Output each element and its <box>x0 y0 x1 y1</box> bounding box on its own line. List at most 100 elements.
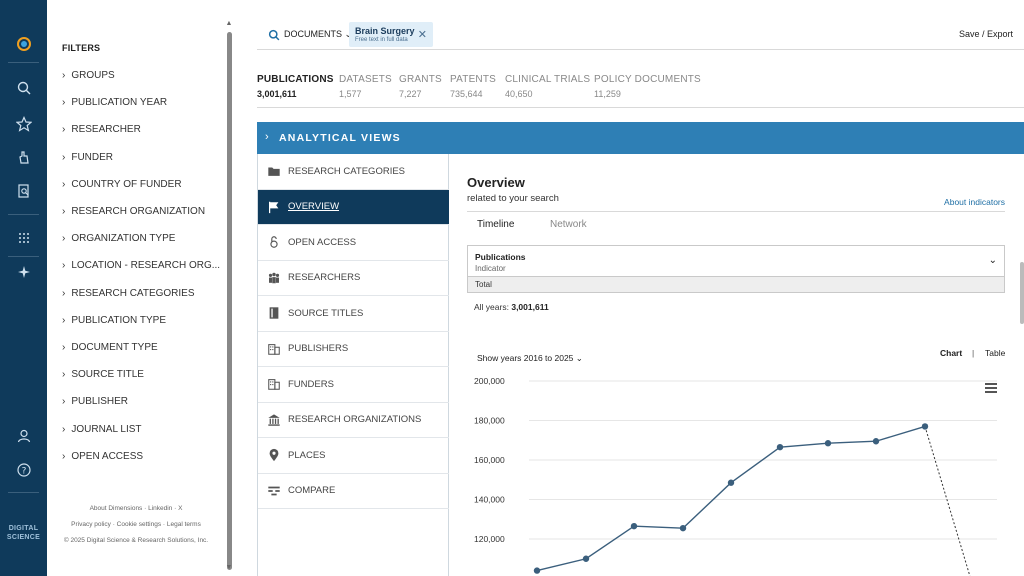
filter-item[interactable]: › PUBLISHER <box>62 396 128 407</box>
book-icon <box>260 306 288 320</box>
filter-label: SOURCE TITLE <box>71 369 144 381</box>
indicator-select[interactable]: Publications Indicator ⌄ <box>467 245 1005 277</box>
filter-label: ORGANIZATION TYPE <box>71 233 176 245</box>
help-icon[interactable]: ? <box>0 456 47 484</box>
category-count: 1,577 <box>339 89 362 99</box>
menu-item-open-access[interactable]: OPEN ACCESS <box>258 225 449 261</box>
menu-item-places[interactable]: PLACES <box>258 438 449 474</box>
filter-item[interactable]: › FUNDER <box>62 152 113 163</box>
filter-label: LOCATION - RESEARCH ORG... <box>71 260 221 272</box>
chevron-right-icon: › <box>62 206 66 217</box>
category-tab[interactable]: PUBLICATIONS 3,001,611 <box>257 74 334 99</box>
search-icon[interactable] <box>268 28 280 46</box>
apps-grid-icon[interactable] <box>0 224 47 252</box>
filter-item[interactable]: › RESEARCH ORGANIZATION <box>62 206 205 217</box>
star-icon[interactable] <box>0 110 47 138</box>
folder-icon <box>260 164 288 178</box>
menu-item-label: PLACES <box>288 449 326 461</box>
save-export-button[interactable]: Save / Export <box>958 29 1013 39</box>
chevron-right-icon: › <box>62 287 66 299</box>
category-tab[interactable]: DATASETS 1,577 <box>339 74 392 99</box>
menu-item-compare[interactable]: COMPARE <box>258 474 449 509</box>
footer-links-2[interactable]: Privacy policy · Cookie settings · Legal… <box>71 521 201 528</box>
year-range-dropdown[interactable]: Show years 2016 to 2025 ⌄ <box>477 353 583 363</box>
search-icon[interactable] <box>0 74 47 102</box>
filter-item[interactable]: › DOCUMENT TYPE <box>62 342 158 353</box>
chevron-right-icon: › <box>62 233 66 245</box>
scroll-down-icon[interactable]: ▼ <box>225 564 233 571</box>
filter-item[interactable]: › LOCATION - RESEARCH ORG... <box>62 260 220 271</box>
about-indicators-link[interactable]: About indicators <box>944 197 1005 207</box>
menu-item-publishers[interactable]: PUBLISHERS <box>258 332 449 367</box>
filter-label: RESEARCHER <box>71 124 141 136</box>
chevron-down-icon: ⌄ <box>988 255 997 266</box>
table-toggle[interactable]: Table <box>985 348 1006 358</box>
category-tab[interactable]: POLICY DOCUMENTS 11,259 <box>594 74 701 99</box>
filters-scrollbar[interactable]: ▲ ▼ <box>225 20 233 572</box>
filter-item[interactable]: › OPEN ACCESS <box>62 451 143 462</box>
filter-item[interactable]: › COUNTRY OF FUNDER <box>62 179 182 190</box>
menu-item-source-titles[interactable]: SOURCE TITLES <box>258 296 449 332</box>
menu-item-researchers[interactable]: RESEARCHERS <box>258 261 449 296</box>
chevron-right-icon: › <box>62 314 66 326</box>
chevron-right-icon: › <box>62 97 66 109</box>
category-label: POLICY DOCUMENTS <box>594 74 701 85</box>
scope-dropdown[interactable]: DOCUMENTS ⌄ <box>284 29 352 40</box>
data-point <box>679 524 687 532</box>
sparkle-icon[interactable] <box>0 258 47 286</box>
menu-item-research-organizations[interactable]: RESEARCH ORGANIZATIONS <box>258 403 449 438</box>
filter-label: RESEARCH CATEGORIES <box>71 287 195 299</box>
filter-label: DOCUMENT TYPE <box>71 342 158 353</box>
chart-toggle[interactable]: Chart <box>940 348 963 358</box>
filter-label: GROUPS <box>71 70 115 81</box>
menu-item-label: RESEARCHERS <box>288 272 361 284</box>
filter-item[interactable]: › RESEARCH CATEGORIES <box>62 288 195 299</box>
filter-label: FUNDER <box>71 151 114 163</box>
user-icon[interactable] <box>0 422 47 450</box>
hand-icon[interactable] <box>0 143 47 171</box>
chart-menu-icon[interactable] <box>985 383 997 395</box>
filter-label: RESEARCH ORGANIZATION <box>71 206 206 217</box>
category-tab[interactable]: CLINICAL TRIALS 40,650 <box>505 74 590 99</box>
series-line-projected <box>924 426 971 576</box>
menu-item-funders[interactable]: FUNDERS <box>258 367 449 403</box>
scroll-up-icon[interactable]: ▲ <box>225 20 233 27</box>
menu-item-overview[interactable]: OVERVIEW <box>258 189 449 225</box>
footer-links-1[interactable]: About Dimensions · Linkedin · X <box>89 505 183 512</box>
y-tick-label: 140,000 <box>474 495 505 505</box>
chevron-right-icon: › <box>62 260 66 272</box>
filter-item[interactable]: › PUBLICATION YEAR <box>62 97 167 108</box>
bank-icon <box>260 413 288 427</box>
filter-item[interactable]: › ORGANIZATION TYPE <box>62 233 175 244</box>
filter-item[interactable]: › JOURNAL LIST <box>62 424 142 435</box>
category-count: 3,001,611 <box>257 89 297 99</box>
category-label: GRANTS <box>399 74 442 85</box>
filter-item[interactable]: › PUBLICATION TYPE <box>62 315 166 326</box>
category-label: PUBLICATIONS <box>257 74 334 85</box>
close-icon[interactable]: ✕ <box>417 29 427 41</box>
filters-panel: FILTERS › GROUPS › PUBLICATION YEAR › RESEARC… <box>47 0 225 576</box>
filter-label: PUBLICATION YEAR <box>71 97 168 109</box>
lookup-icon[interactable] <box>0 177 47 205</box>
filter-item[interactable]: › RESEARCHER <box>62 124 141 135</box>
menu-item-label: FUNDERS <box>288 378 334 390</box>
overview-title: Overview <box>467 175 525 190</box>
total-option[interactable]: Total <box>467 277 1005 293</box>
menu-item-research-categories[interactable]: RESEARCH CATEGORIES <box>258 154 449 190</box>
overview-subtitle: related to your search <box>467 193 559 204</box>
search-term-chip[interactable]: Brain Surgery Free text in full data ✕ <box>349 22 433 47</box>
filter-label: PUBLISHER <box>71 396 129 408</box>
chevron-right-icon: › <box>62 450 66 462</box>
analytical-views-header[interactable]: › ANALYTICAL VIEWS <box>257 122 1024 154</box>
tab-network[interactable]: Network <box>550 219 587 230</box>
brand-label: DIGITAL SCIENCE <box>6 525 41 541</box>
data-point <box>582 555 590 562</box>
dimensions-logo-icon[interactable] <box>0 30 47 58</box>
tab-timeline[interactable]: Timeline <box>477 219 515 230</box>
category-tab[interactable]: GRANTS 7,227 <box>399 74 442 99</box>
filter-item[interactable]: › SOURCE TITLE <box>62 369 144 380</box>
category-tab[interactable]: PATENTS 735,644 <box>450 74 496 99</box>
filter-item[interactable]: › GROUPS <box>62 70 115 81</box>
chevron-right-icon: › <box>62 423 66 435</box>
page-scrollbar[interactable] <box>1020 262 1024 324</box>
